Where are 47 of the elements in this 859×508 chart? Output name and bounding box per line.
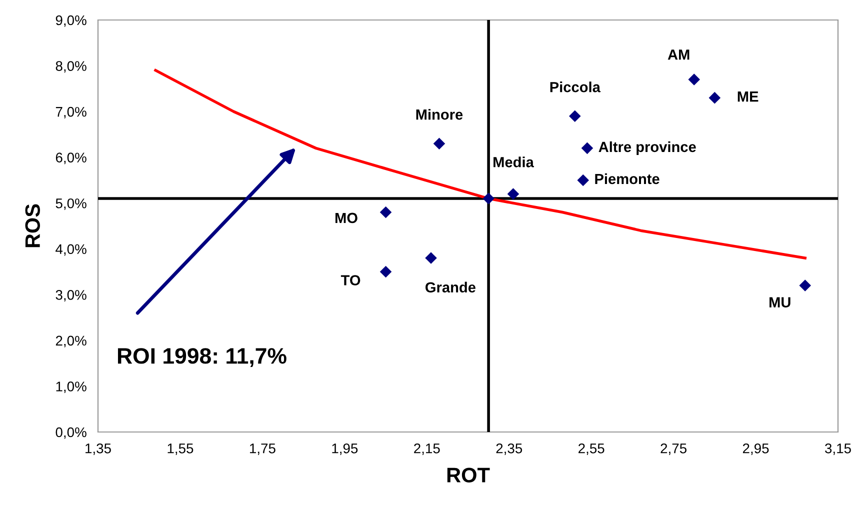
y-tick-label: 4,0%: [56, 244, 86, 256]
point: [380, 266, 392, 278]
data-label: MO: [335, 212, 358, 224]
point: [507, 188, 520, 200]
x-tick-label: 3,15: [825, 443, 851, 455]
y-tick-label: 9,0%: [56, 15, 86, 27]
point: [688, 74, 700, 86]
data-label: MU: [770, 297, 790, 308]
y-tick-label: 6,0%: [56, 152, 86, 164]
point: [708, 92, 721, 104]
y-tick-label: 7,0%: [56, 106, 86, 118]
data-label: Grande: [426, 282, 476, 293]
x-tick-label: 1,95: [332, 443, 358, 455]
y-tick-label: 1,0%: [56, 382, 86, 394]
point: [581, 142, 594, 154]
y-tick-label: 0,0%: [56, 427, 86, 439]
line-series: [154, 68, 806, 260]
data-label: Piccola: [550, 82, 601, 92]
x-tick-label: 2,55: [578, 443, 604, 455]
x-tick-label: 2,75: [660, 443, 686, 455]
data-label: ME: [738, 92, 758, 102]
data-label: Altre province: [598, 141, 696, 155]
point: [482, 192, 494, 204]
data-label: Piemonte: [595, 173, 660, 184]
y-tick-label: 5,0%: [56, 198, 86, 210]
x-tick-label: 1,35: [86, 443, 111, 455]
x-tick-label: 2,15: [414, 443, 440, 455]
data-label: Media: [494, 156, 534, 168]
x-tick-label: 1,55: [168, 444, 194, 455]
data-label: TO: [340, 275, 360, 286]
y-axis-title: ROS: [25, 204, 40, 248]
y-tick-label: 8,0%: [56, 61, 86, 73]
point: [425, 252, 437, 264]
point: [799, 280, 812, 292]
point: [577, 174, 590, 186]
y-tick-label: 3,0%: [56, 290, 86, 302]
data-label: AM: [668, 50, 690, 60]
point: [433, 138, 446, 150]
x-tick-label: 1,75: [250, 444, 276, 455]
x-tick-label: 2,95: [742, 443, 769, 455]
annotation: ROI 1998: 11,7%: [118, 348, 286, 368]
point: [568, 110, 581, 122]
y-tick-label: 2,0%: [56, 336, 86, 348]
x-tick-label: 2,35: [496, 443, 522, 455]
x-axis-title: ROT: [447, 468, 490, 482]
point: [380, 206, 392, 218]
data-label: Minore: [416, 109, 463, 120]
